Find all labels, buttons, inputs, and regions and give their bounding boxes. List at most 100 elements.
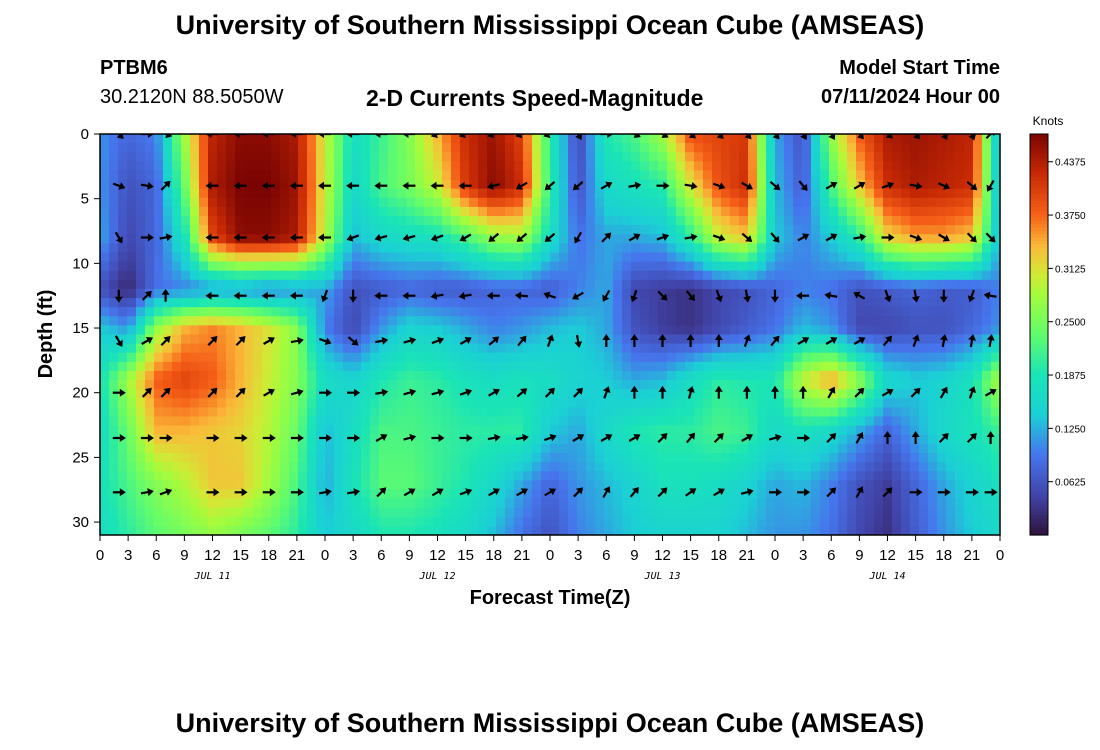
heatmap-cell [415,152,425,162]
heatmap-cell [244,443,254,454]
heatmap-cell [631,370,641,381]
heatmap-cell [307,407,317,418]
heatmap-cell [928,416,938,427]
heatmap-cell [748,525,758,535]
current-arrow [516,232,528,242]
heatmap-cell [937,507,947,518]
heatmap-cell [757,288,767,299]
heatmap-cell [478,352,488,363]
heatmap-cell [631,234,641,244]
heatmap-cell [163,216,173,226]
chart-title: University of Southern Mississippi Ocean… [175,10,925,40]
heatmap-cell [190,234,200,244]
heatmap-cell [928,197,938,208]
current-arrow-head [743,334,752,342]
heatmap-cell [658,170,668,181]
heatmap-cell [289,443,299,454]
heatmap-cell [514,270,524,281]
current-arrow [113,134,124,139]
heatmap-cell [235,143,245,153]
heatmap-cell [613,152,623,162]
heatmap-cell [415,516,425,527]
heatmap-cell [766,234,776,244]
heatmap-cell [208,197,218,208]
heatmap-cell [469,480,479,491]
heatmap-cell [289,161,299,172]
heatmap-cell [532,179,542,190]
heatmap-cell [613,252,623,263]
heatmap-cell [775,188,785,199]
heatmap-cell [649,471,659,481]
heatmap-cell [442,389,452,399]
heatmap-cell [136,334,146,345]
heatmap-cell [307,462,317,472]
heatmap-cell [550,325,560,336]
heatmap-cell [397,288,407,299]
heatmap-cell [352,234,362,244]
heatmap-cell [838,243,848,254]
heatmap-cell [136,471,146,481]
heatmap-cell [604,134,614,144]
heatmap-cell [856,188,866,199]
heatmap-cell [109,197,119,208]
heatmap-cell [802,152,812,162]
heatmap-cell [271,425,281,436]
heatmap-cell [991,498,1000,509]
heatmap-cell [793,389,803,399]
heatmap-cell [307,161,317,172]
heatmap-cell [424,425,434,436]
heatmap-cell [640,489,650,500]
heatmap-cell [541,516,551,527]
heatmap-cell [325,525,335,535]
heatmap-cell [424,188,434,199]
heatmap-cell [235,325,245,336]
heatmap-cell [352,507,362,518]
heatmap-cell [847,143,857,153]
heatmap-cell [109,407,119,418]
heatmap-cell [226,270,236,281]
heatmap-cell [631,462,641,472]
heatmap-cell [235,279,245,290]
heatmap-cell [190,134,200,144]
heatmap-cell [730,197,740,208]
heatmap-cell [289,152,299,162]
heatmap-cell [631,380,641,390]
heatmap-cell [748,307,758,317]
heatmap-cell [595,152,605,162]
heatmap-cell [523,471,533,481]
heatmap-cell [667,206,677,217]
heatmap-cell [793,134,803,144]
current-arrow [430,181,444,190]
heatmap-cell [172,416,182,427]
heatmap-cell [190,197,200,208]
heatmap-cell [217,425,227,436]
heatmap-cell [307,143,317,153]
heatmap-cell [442,234,452,244]
heatmap-cell [739,225,749,235]
heatmap-cell [613,234,623,244]
heatmap-cell [514,225,524,235]
heatmap-cell [334,188,344,199]
heatmap-cell [829,489,839,500]
heatmap-cell [208,234,218,244]
heatmap-cell [766,225,776,235]
heatmap-cell [352,279,362,290]
heatmap-cell [208,134,218,144]
heatmap-cell [253,489,263,500]
heatmap-cell [946,206,956,217]
heatmap-cell [370,261,380,272]
heatmap-cell [865,334,875,345]
heatmap-cell [316,298,326,308]
heatmap-cell [568,516,578,527]
heatmap-cell [199,270,209,281]
heatmap-cell [325,325,335,336]
heatmap-cell [991,489,1000,500]
heatmap-cell [424,143,434,153]
heatmap-cell [424,507,434,518]
heatmap-cell [892,462,902,472]
heatmap-cell [379,425,389,436]
heatmap-cell [532,307,542,317]
heatmap-cell [703,216,713,226]
heatmap-cell [658,307,668,317]
heatmap-cell [784,361,794,372]
